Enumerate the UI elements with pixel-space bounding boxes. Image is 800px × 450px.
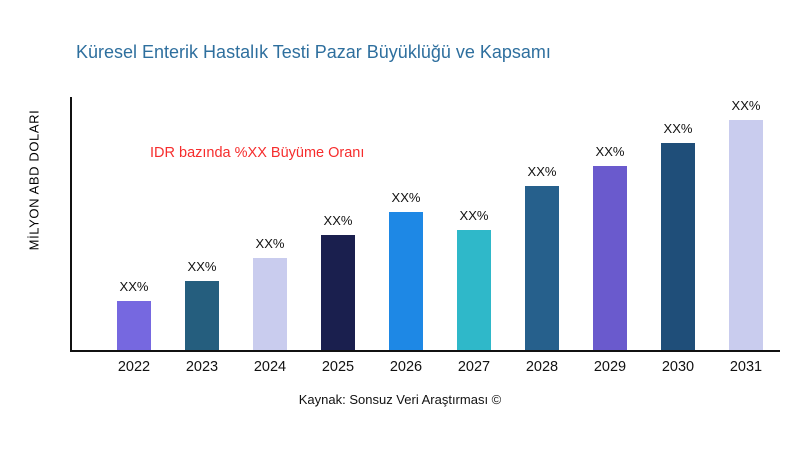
bar-2027: [457, 230, 491, 352]
bar-group-2029: XX%: [576, 144, 644, 352]
bar-value-label-2022: XX%: [119, 279, 149, 294]
bar-group-2028: XX%: [508, 164, 576, 352]
bar-2022: [117, 301, 151, 352]
bar-value-label-2027: XX%: [459, 208, 489, 223]
x-tick-2031: 2031: [729, 359, 763, 375]
x-tick-2026: 2026: [389, 359, 423, 375]
bars-container: XX% XX% XX% XX% XX% XX% XX% XX% XX% XX%: [70, 97, 780, 352]
bar-2024: [253, 258, 287, 352]
bar-group-2025: XX%: [304, 213, 372, 352]
y-axis-line: [70, 97, 72, 352]
bar-2031: [729, 120, 763, 352]
x-tick-2027: 2027: [457, 359, 491, 375]
source-caption: Kaynak: Sonsuz Veri Araştırması ©: [298, 392, 502, 407]
bar-group-2022: XX%: [100, 279, 168, 352]
bar-value-label-2025: XX%: [323, 213, 353, 228]
bar-value-label-2026: XX%: [391, 190, 421, 205]
x-tick-2030: 2030: [661, 359, 695, 375]
x-tick-2022: 2022: [117, 359, 151, 375]
x-tick-2024: 2024: [253, 359, 287, 375]
bar-2026: [389, 212, 423, 352]
bar-value-label-2029: XX%: [595, 144, 625, 159]
bar-group-2023: XX%: [168, 259, 236, 352]
bar-2029: [593, 166, 627, 352]
chart-title: Küresel Enterik Hastalık Testi Pazar Büy…: [76, 42, 551, 62]
bar-group-2026: XX%: [372, 190, 440, 352]
bar-value-label-2030: XX%: [663, 121, 693, 136]
y-axis-label: MİLYON ABD DOLARI: [26, 109, 42, 251]
bar-value-label-2024: XX%: [255, 236, 285, 251]
x-tick-2025: 2025: [321, 359, 355, 375]
growth-annotation: IDR bazında %XX Büyüme Oranı: [150, 145, 365, 161]
x-tick-labels: 2022 2023 2024 2025 2026 2027 2028 2029 2030 2031: [70, 359, 780, 375]
x-tick-2023: 2023: [185, 359, 219, 375]
bar-group-2031: XX%: [712, 98, 780, 352]
x-tick-2028: 2028: [525, 359, 559, 375]
bar-group-2027: XX%: [440, 208, 508, 352]
x-axis-line: [70, 350, 780, 352]
bar-group-2024: XX%: [236, 236, 304, 352]
bar-2028: [525, 186, 559, 352]
x-tick-2029: 2029: [593, 359, 627, 375]
bar-2023: [185, 281, 219, 352]
bar-value-label-2023: XX%: [187, 259, 217, 274]
bar-value-label-2028: XX%: [527, 164, 557, 179]
bar-value-label-2031: XX%: [731, 98, 761, 113]
plot-area: IDR bazında %XX Büyüme Oranı XX% XX% XX% XX…: [70, 97, 780, 352]
bar-2025: [321, 235, 355, 352]
bar-group-2030: XX%: [644, 121, 712, 352]
bar-2030: [661, 143, 695, 352]
